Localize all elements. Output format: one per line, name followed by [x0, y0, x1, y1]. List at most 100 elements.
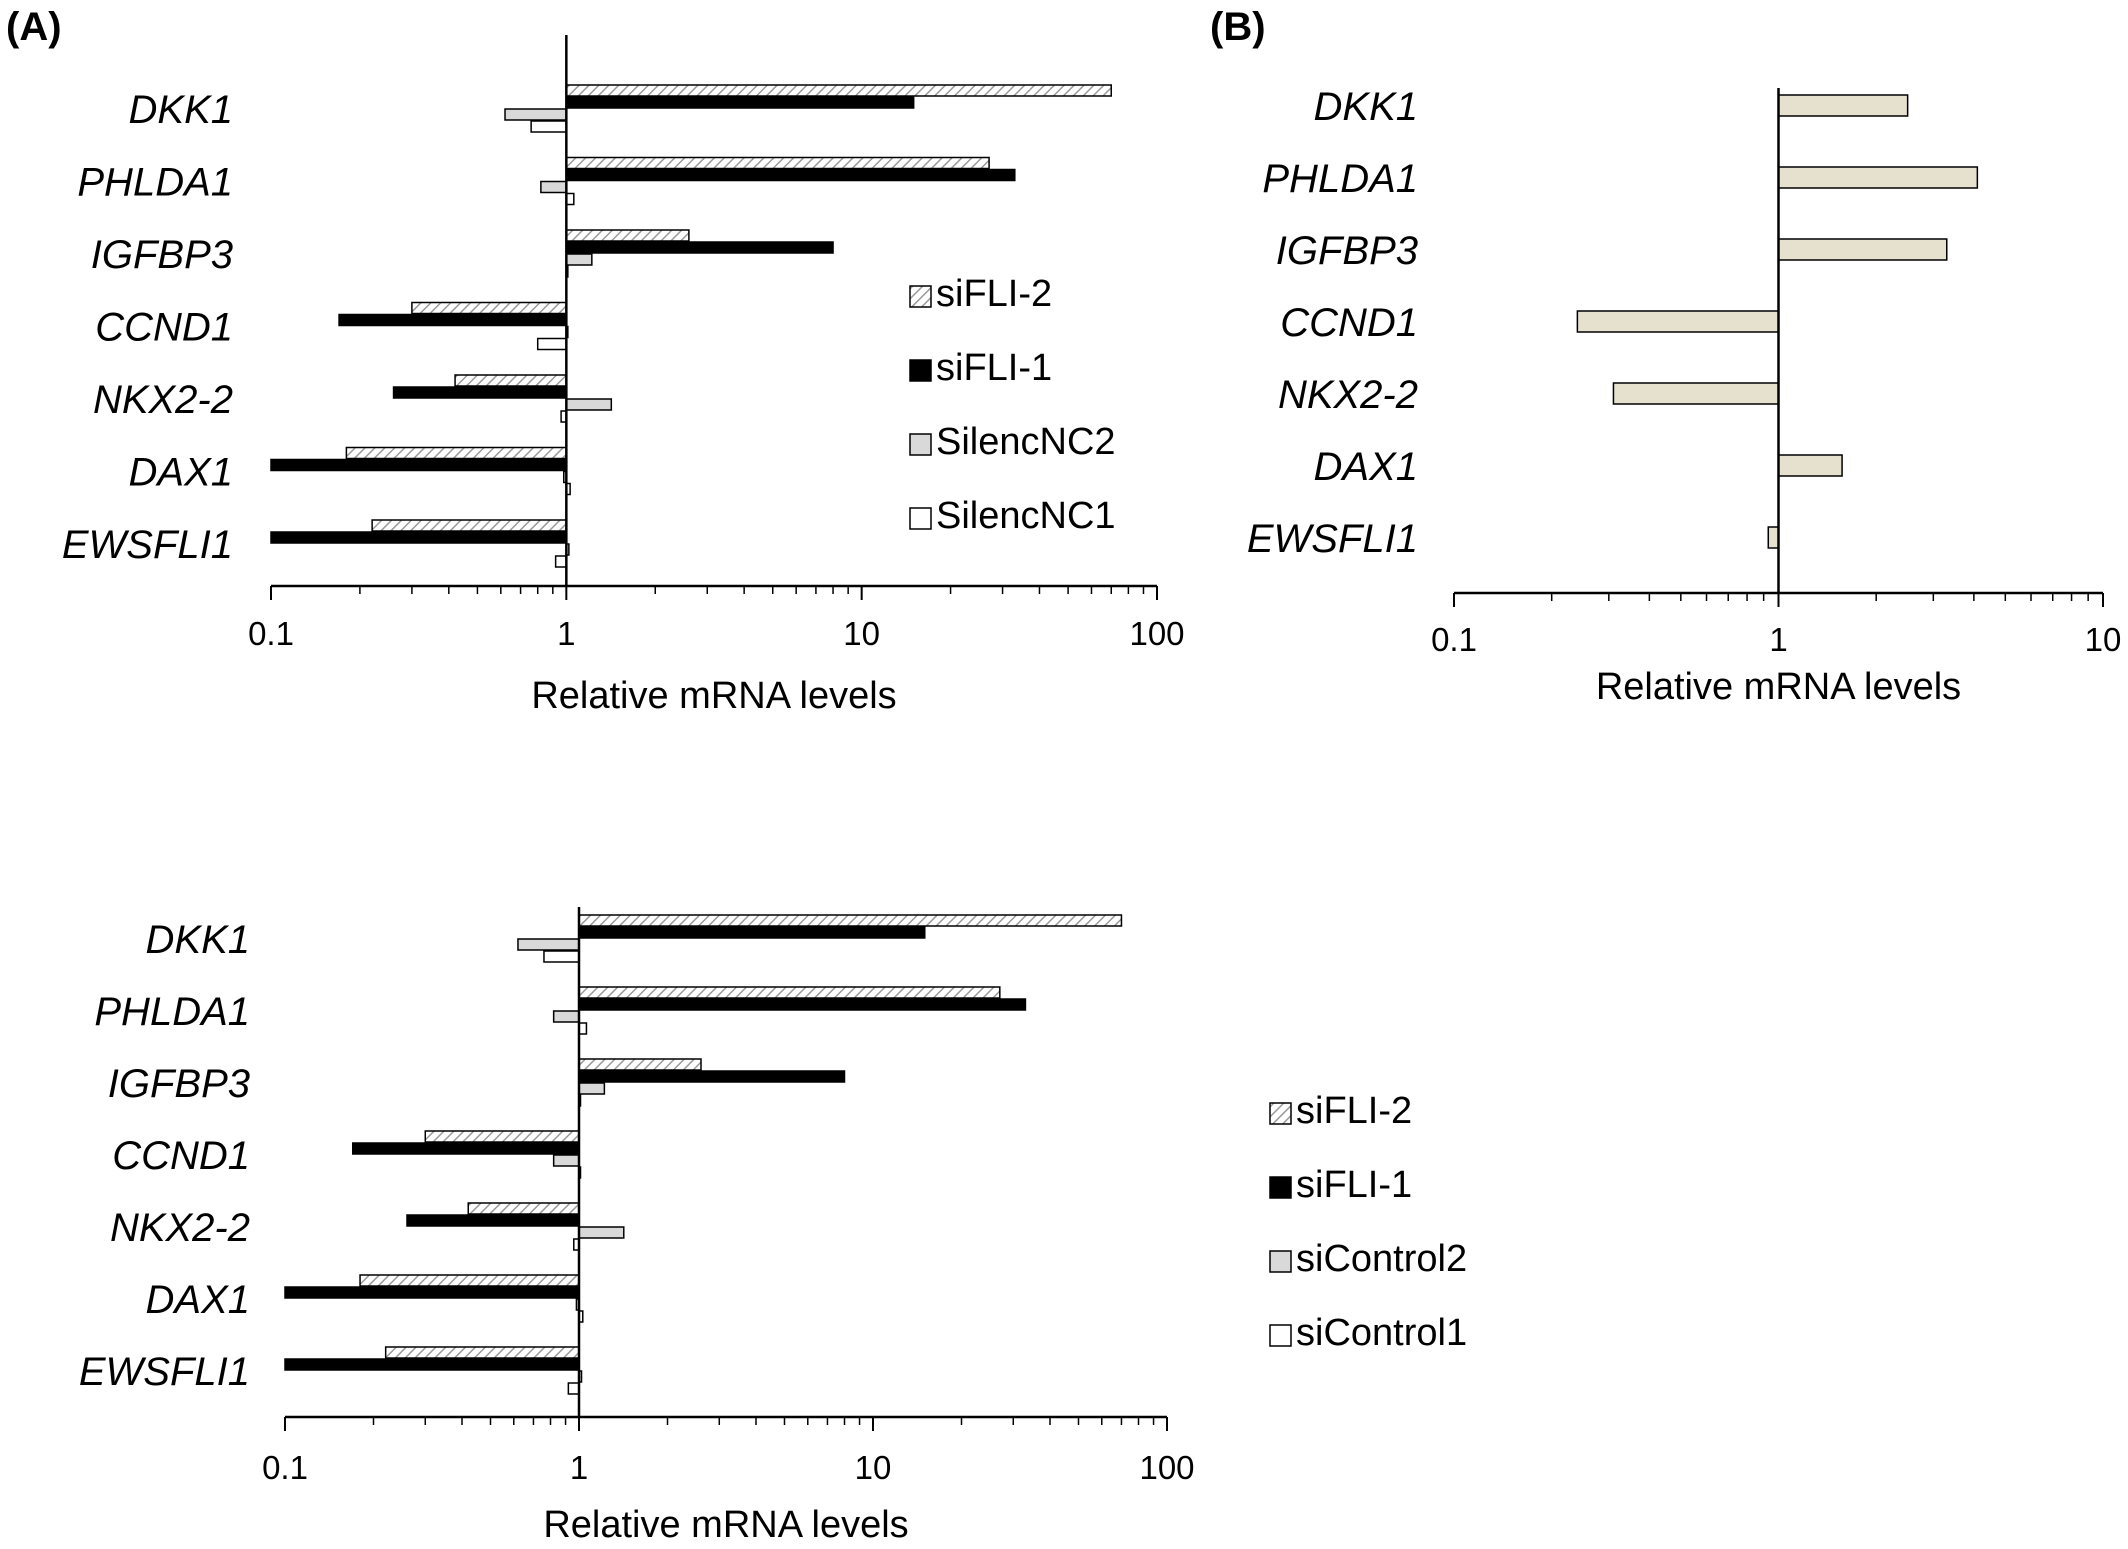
category-label-nkx2-2: NKX2-2 — [93, 378, 233, 422]
category-label-igfbp3: IGFBP3 — [91, 233, 233, 277]
category-label-igfbp3: IGFBP3 — [1276, 229, 1418, 273]
bar-sifli-1-igfbp3 — [565, 241, 834, 254]
chart-a-bottom: DKK1 PHLDA1 IGFBP3 CCND1 NKX2-2 DAX1 EWSFLI1 0.… — [79, 907, 1467, 1546]
category-label-ccnd1: CCND1 — [1280, 301, 1418, 345]
x-tick-label-1: 1 — [570, 1449, 588, 1486]
bar-sifli-2-ccnd1 — [424, 1130, 580, 1143]
category-label-nkx2-2: NKX2-2 — [110, 1206, 250, 1250]
legend-label-sifli-2: siFLI-2 — [936, 273, 1052, 315]
x-tick-label-0-1: 0.1 — [262, 1449, 308, 1486]
x-tick-label-10: 10 — [843, 615, 880, 652]
category-label-dax1: DAX1 — [1314, 445, 1419, 489]
legend-label-sifli-2: siFLI-2 — [1296, 1090, 1412, 1132]
category-label-phlda1: PHLDA1 — [94, 990, 250, 1034]
bar-sifli-1-igfbp3 — [578, 1070, 846, 1083]
category-label-igfbp3: IGFBP3 — [108, 1062, 250, 1106]
bar-value-phlda1 — [1777, 166, 1979, 189]
category-label-ewsfli1: EWSFLI1 — [1247, 517, 1418, 561]
bar-sifli-1-ewsfli1 — [270, 531, 568, 544]
bar-sifli-2-ccnd1 — [411, 301, 568, 315]
legend-label-silencnc1: SilencNC1 — [936, 495, 1116, 537]
bar-value-ccnd1 — [1576, 310, 1780, 333]
bar-sicontrol2-dkk1 — [517, 938, 580, 951]
x-tick-label-1: 1 — [557, 615, 575, 652]
x-tick-label-10: 10 — [855, 1449, 892, 1486]
bar-value-dax1 — [1777, 454, 1843, 477]
bar-sifli-1-dkk1 — [565, 96, 915, 109]
legend-swatch-silencnc2 — [909, 433, 932, 456]
bar-sifli-2-ewsfli1 — [371, 519, 568, 532]
bar-sifli-1-dkk1 — [578, 926, 926, 939]
bar-sifli-2-dax1 — [345, 446, 568, 460]
bar-sifli-2-igfbp3 — [578, 1058, 702, 1071]
bar-sicontrol2-ccnd1 — [552, 1154, 580, 1167]
bar-sifli-2-dkk1 — [565, 84, 1113, 97]
legend-label-sifli-1: siFLI-1 — [936, 347, 1052, 389]
bar-sifli-2-dkk1 — [578, 914, 1123, 927]
category-label-ccnd1: CCND1 — [95, 306, 233, 350]
bar-sifli-2-ewsfli1 — [384, 1346, 580, 1359]
bar-silencnc2-phlda1 — [540, 180, 568, 194]
bar-sifli-1-nkx2-2 — [392, 386, 568, 399]
category-label-ewsfli1: EWSFLI1 — [79, 1350, 250, 1394]
bar-sicontrol2-phlda1 — [552, 1010, 580, 1023]
x-tick-label-10: 10 — [2085, 621, 2122, 658]
legend-swatch-sicontrol2 — [1269, 1250, 1292, 1273]
bar-sifli-2-nkx2-2 — [467, 1202, 580, 1215]
x-axis-title: Relative mRNA levels — [531, 675, 896, 717]
bar-sifli-1-ccnd1 — [352, 1142, 580, 1155]
category-label-ewsfli1: EWSFLI1 — [62, 523, 233, 567]
bar-sicontrol1-ewsfli1 — [567, 1382, 580, 1395]
bar-value-nkx2-2 — [1612, 382, 1780, 405]
x-tick-label-100: 100 — [1139, 1449, 1194, 1486]
bar-silencnc1-ewsfli1 — [554, 555, 568, 568]
x-axis-title: Relative mRNA levels — [543, 1504, 908, 1546]
category-label-dax1: DAX1 — [129, 451, 234, 495]
legend-swatch-sifli-1 — [909, 359, 932, 382]
legend-swatch-sifli-1 — [1269, 1176, 1292, 1199]
bar-sifli-1-ccnd1 — [338, 313, 568, 327]
x-axis-title: Relative mRNA levels — [1596, 666, 1961, 708]
legend-swatch-sicontrol1 — [1269, 1324, 1292, 1347]
bar-silencnc2-dkk1 — [504, 108, 568, 121]
legend-label-silencnc2: SilencNC2 — [936, 421, 1116, 463]
category-label-dkk1: DKK1 — [129, 88, 234, 132]
bar-silencnc2-igfbp3 — [565, 253, 593, 266]
bar-sifli-2-igfbp3 — [565, 229, 690, 242]
category-label-phlda1: PHLDA1 — [1262, 157, 1418, 201]
panel-label-a: (A) — [6, 5, 62, 49]
legend-swatch-silencnc1 — [909, 507, 932, 530]
bar-silencnc1-ccnd1 — [536, 337, 568, 351]
bar-sifli-2-nkx2-2 — [454, 374, 568, 387]
bar-sicontrol2-nkx2-2 — [578, 1226, 625, 1239]
legend-swatch-sifli-2 — [909, 285, 932, 308]
bar-sifli-1-phlda1 — [565, 168, 1016, 182]
x-tick-label-0-1: 0.1 — [248, 615, 294, 652]
legend-label-sicontrol1: siControl1 — [1296, 1312, 1467, 1354]
bar-sifli-1-dax1 — [284, 1286, 580, 1299]
x-tick-label-100: 100 — [1129, 615, 1184, 652]
bar-silencnc1-dkk1 — [530, 120, 568, 133]
category-label-nkx2-2: NKX2-2 — [1278, 373, 1418, 417]
category-label-dkk1: DKK1 — [146, 918, 251, 962]
bar-sicontrol1-dkk1 — [543, 950, 580, 963]
bar-sifli-2-phlda1 — [578, 986, 1001, 999]
bar-value-igfbp3 — [1777, 238, 1948, 261]
x-tick-label-1: 1 — [1769, 621, 1787, 658]
legend-swatch-sifli-2 — [1269, 1102, 1292, 1125]
bar-sifli-1-dax1 — [270, 458, 568, 472]
legend-label-sicontrol2: siControl2 — [1296, 1238, 1467, 1280]
category-label-ccnd1: CCND1 — [112, 1134, 250, 1178]
chart-a-top: DKK1 PHLDA1 IGFBP3 CCND1 NKX2-2 DAX1 EWSFLI1 0.… — [62, 35, 1185, 717]
chart-b: DKK1 PHLDA1 IGFBP3 CCND1 NKX2-2 DAX1 EWSFLI1 0.… — [1247, 85, 2122, 708]
bar-sicontrol2-igfbp3 — [578, 1082, 606, 1095]
bar-sifli-1-ewsfli1 — [284, 1358, 580, 1371]
legend-label-sifli-1: siFLI-1 — [1296, 1164, 1412, 1206]
bar-sifli-2-dax1 — [359, 1274, 580, 1287]
x-tick-label-0-1: 0.1 — [1431, 621, 1477, 658]
bar-sifli-1-phlda1 — [578, 998, 1027, 1011]
category-label-dkk1: DKK1 — [1314, 85, 1419, 129]
category-label-dax1: DAX1 — [146, 1278, 251, 1322]
panel-label-b: (B) — [1210, 5, 1266, 49]
